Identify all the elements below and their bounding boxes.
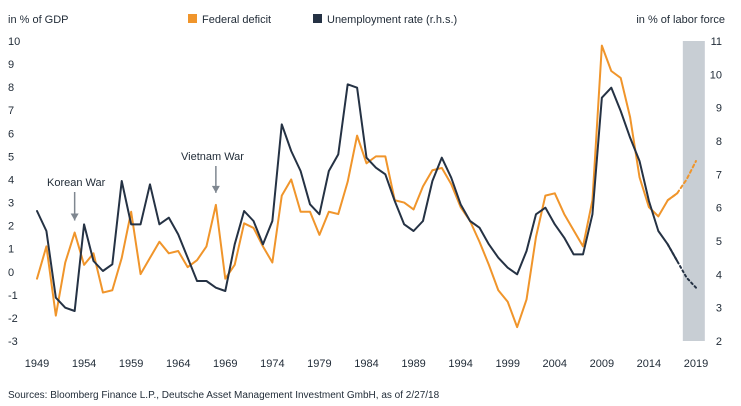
left-axis-tick-label: 1 (8, 244, 14, 256)
forecast-shading (682, 41, 705, 341)
left-axis-tick-label: -1 (8, 290, 18, 302)
annotation-arrowhead (211, 185, 220, 193)
left-axis-tick-label: 10 (8, 36, 20, 48)
left-axis-tick-label: -2 (8, 313, 18, 325)
annotation-arrowhead (70, 213, 79, 221)
x-axis-tick-label: 2009 (590, 358, 614, 370)
left-axis-title: in % of GDP (8, 14, 69, 26)
x-axis-tick-label: 1969 (213, 358, 237, 370)
right-axis-tick-label: 3 (716, 303, 722, 315)
x-axis-tick-label: 2014 (637, 358, 661, 370)
right-axis-tick-label: 8 (716, 136, 722, 148)
left-axis-tick-label: 4 (8, 174, 14, 186)
legend-label-unemployment-rate: Unemployment rate (r.h.s.) (327, 14, 457, 26)
x-axis-tick-label: 2004 (543, 358, 567, 370)
annotations: Korean War Vietnam War (47, 151, 244, 221)
x-axis-tick-label: 2019 (684, 358, 708, 370)
right-axis-tick-label: 9 (716, 103, 722, 115)
x-axis-tick-label: 1964 (166, 358, 190, 370)
right-axis-tick-label: 11 (711, 36, 722, 48)
right-axis-ticks: 11 10 9 8 7 6 5 4 3 2 (710, 36, 722, 348)
left-axis-tick-label: 9 (8, 59, 14, 71)
right-axis-tick-label: 5 (716, 236, 722, 248)
x-axis-tick-label: 1954 (72, 358, 96, 370)
right-axis-tick-label: 7 (716, 169, 722, 181)
series-line-unemployment-rate-forecast (666, 243, 697, 289)
x-axis-tick-label: 1989 (401, 358, 425, 370)
x-axis-tick-label: 1949 (25, 358, 49, 370)
x-axis-tick-label: 1974 (260, 358, 284, 370)
source-note: Sources: Bloomberg Finance L.P., Deutsch… (8, 390, 440, 401)
x-axis-tick-label: 1999 (495, 358, 519, 370)
left-axis-tick-label: 6 (8, 128, 14, 140)
left-axis-tick-label: 2 (8, 221, 14, 233)
annotation-label: Vietnam War (181, 151, 244, 163)
series-line-unemployment-rate (36, 83, 679, 312)
right-axis-tick-label: 2 (716, 336, 722, 348)
chart-legend: Federal deficit Unemployment rate (r.h.s… (188, 14, 457, 26)
right-axis-tick-label: 4 (716, 269, 722, 281)
series-line-federal-deficit-forecast (666, 160, 697, 202)
x-axis-ticks: 1949 1954 1959 1964 1969 1974 1979 1984 1989 1994… (25, 358, 708, 370)
legend-swatch-unemployment-rate (313, 14, 322, 23)
x-axis-tick-label: 1979 (307, 358, 331, 370)
left-axis-tick-label: 5 (8, 151, 14, 163)
right-axis-tick-label: 10 (710, 69, 722, 81)
legend-swatch-federal-deficit (188, 14, 197, 23)
left-axis-tick-label: 8 (8, 82, 14, 94)
series-line-federal-deficit (36, 44, 679, 329)
left-axis-tick-label: -3 (8, 336, 18, 348)
x-axis-tick-label: 1984 (354, 358, 378, 370)
x-axis-tick-label: 1994 (448, 358, 472, 370)
right-axis-tick-label: 6 (716, 203, 722, 215)
x-axis-tick-label: 1959 (119, 358, 143, 370)
left-axis-tick-label: 0 (8, 267, 14, 279)
left-axis-tick-label: 7 (8, 105, 14, 117)
left-axis-tick-label: 3 (8, 198, 14, 210)
right-axis-title: in % of labor force (636, 14, 725, 26)
legend-label-federal-deficit: Federal deficit (202, 14, 271, 26)
annotation-label: Korean War (47, 177, 106, 189)
